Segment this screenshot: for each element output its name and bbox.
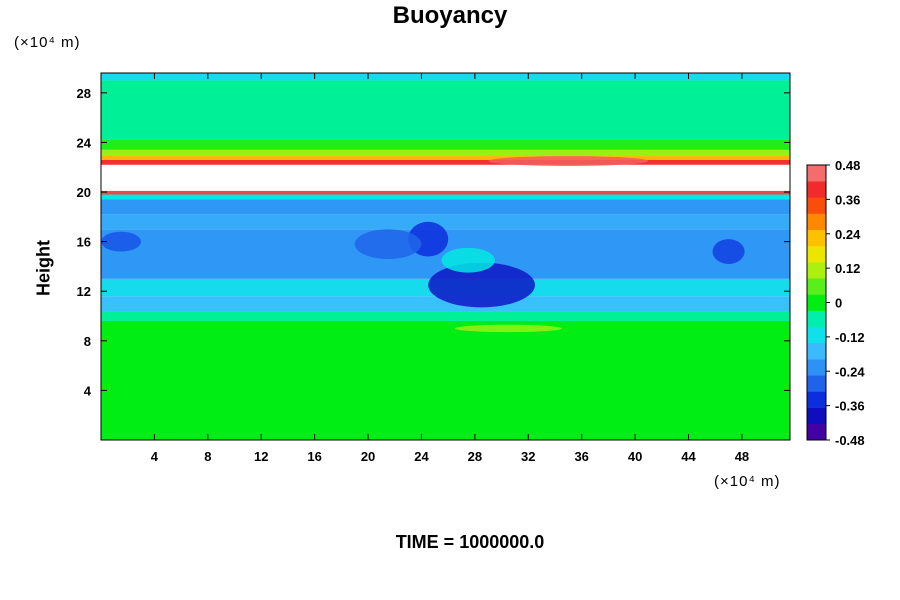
chart-title: Buoyancy [392, 2, 508, 29]
colorbar-segment [807, 213, 826, 231]
x-tick-label: 44 [681, 449, 696, 464]
heatmap-band-6 [101, 199, 790, 215]
x-tick-label: 8 [204, 449, 211, 464]
heatmap-anomaly-4 [712, 239, 745, 264]
heatmap-band-2 [101, 296, 790, 312]
colorbar-segment [807, 342, 826, 360]
x-tick-label: 28 [468, 449, 482, 464]
x-tick-label: 40 [628, 449, 642, 464]
colorbar-segment [807, 262, 826, 279]
colorbar-label: 0.24 [835, 227, 861, 242]
heatmap-band-12 [101, 149, 790, 157]
colorbar-segment [807, 407, 826, 425]
heatmap-band-10 [101, 159, 790, 165]
heatmap-band-1 [101, 311, 790, 321]
x-axis-unit: (×10⁴ m) [714, 473, 781, 490]
heatmap-band-11 [101, 156, 790, 160]
x-tick-label: 4 [151, 449, 159, 464]
x-tick-label: 16 [307, 449, 321, 464]
y-tick-label: 12 [77, 284, 91, 299]
x-tick-label: 20 [361, 449, 375, 464]
colorbar-segment [807, 181, 826, 198]
y-axis-unit: (×10⁴ m) [14, 34, 81, 51]
colorbar-segment [807, 245, 826, 263]
colorbar-label: -0.48 [835, 433, 865, 448]
colorbar-label: 0.36 [835, 192, 860, 207]
heatmap-band-15 [101, 73, 790, 81]
heatmap-band-14 [101, 80, 790, 140]
colorbar-segment [807, 391, 826, 408]
colorbar-label: 0.48 [835, 158, 860, 173]
y-tick-label: 28 [77, 86, 91, 101]
x-tick-label: 12 [254, 449, 268, 464]
heatmap-band-9 [101, 164, 790, 191]
colorbar-label: -0.12 [835, 330, 865, 345]
x-tick-label: 36 [574, 449, 588, 464]
heatmap-band-8 [101, 190, 790, 195]
x-tick-label: 24 [414, 449, 429, 464]
colorbar-segment [807, 294, 826, 311]
y-tick-label: 16 [77, 235, 91, 250]
colorbar-label: 0.12 [835, 261, 860, 276]
y-tick-label: 20 [77, 185, 91, 200]
time-label: TIME = 1000000.0 [395, 532, 545, 552]
heatmap-anomaly-1 [428, 262, 535, 308]
x-tick-label: 32 [521, 449, 535, 464]
heatmap-anomaly-6 [488, 156, 649, 166]
heatmap-anomaly-2 [354, 229, 422, 259]
heatmap-anomaly-3 [101, 231, 142, 252]
colorbar-label: 0 [835, 296, 842, 311]
colorbar-segment [807, 310, 826, 328]
y-tick-label: 8 [84, 334, 91, 349]
colorbar-segment [807, 359, 826, 376]
heatmap-band-7 [101, 194, 790, 200]
heatmap-band-5 [101, 214, 790, 230]
colorbar-segment [807, 423, 826, 441]
heatmap-band-0 [101, 320, 790, 440]
y-tick-label: 4 [84, 383, 92, 398]
colorbar-segment [807, 278, 826, 295]
x-tick-label: 48 [735, 449, 749, 464]
y-tick-label: 24 [77, 135, 92, 150]
colorbar-segment [807, 229, 826, 247]
colorbar-segment [807, 165, 826, 182]
colorbar-segment [807, 375, 826, 392]
colorbar-label: -0.24 [835, 364, 865, 379]
colorbar-segment [807, 197, 826, 214]
heatmap-anomaly-5 [441, 247, 495, 273]
heatmap-anomaly-7 [454, 324, 562, 333]
colorbar-segment [807, 326, 826, 344]
heatmap-band-13 [101, 139, 790, 150]
plot-frame [100, 72, 791, 441]
colorbar-label: -0.36 [835, 399, 865, 414]
